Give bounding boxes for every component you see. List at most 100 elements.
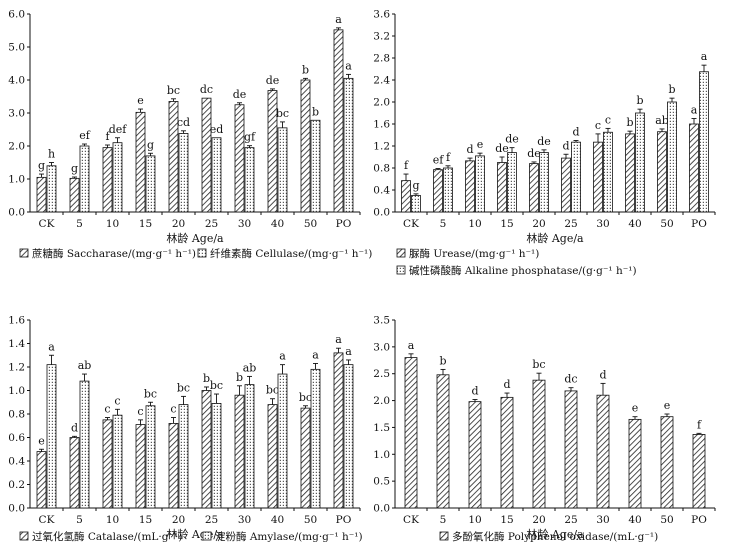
significance-label: gf — [244, 131, 256, 144]
significance-label: e — [664, 399, 671, 412]
x-tick-label: 5 — [76, 514, 83, 526]
bar-p1-s1-CK — [46, 165, 57, 213]
significance-label: g — [38, 159, 45, 172]
y-tick-label: 1.0 — [373, 449, 390, 461]
significance-label: d — [562, 139, 569, 152]
bar-p2-s0-PO — [689, 123, 699, 213]
significance-label: b — [668, 83, 675, 96]
y-tick-label: 2.4 — [373, 75, 390, 87]
significance-label: f — [404, 159, 409, 172]
bar-p1-s1-5 — [79, 145, 90, 213]
x-tick-label: 40 — [271, 218, 284, 230]
x-tick-label: 50 — [660, 218, 673, 230]
bar-p3-s0-PO — [333, 352, 344, 509]
bar-p1-s1-50 — [310, 119, 321, 213]
y-tick-label: 1.6 — [8, 315, 25, 327]
significance-label: g — [412, 179, 419, 192]
significance-label: f — [697, 418, 702, 431]
bar-p3-s0-30 — [234, 394, 245, 509]
bar-p4-s0-5 — [436, 374, 450, 509]
legend-label: 蔗糖酶 Saccharase/(mg·g⁻¹ h⁻¹) — [32, 247, 196, 260]
significance-label: a — [345, 345, 352, 358]
bar-p1-s1-30 — [244, 147, 255, 213]
bar-p3-s1-CK — [46, 364, 57, 509]
bar-p3-s1-15 — [145, 405, 156, 509]
y-tick-label: 1.5 — [373, 422, 390, 434]
bar-p1-s1-PO — [343, 77, 354, 213]
y-tick-label: 2.5 — [373, 368, 390, 380]
significance-label: ab — [655, 114, 669, 127]
significance-label: a — [408, 339, 415, 352]
x-tick-label: 25 — [205, 514, 218, 526]
bar-p1-s1-25 — [211, 137, 222, 213]
x-tick-label: 50 — [304, 218, 317, 230]
legend-label: 脲酶 Urease/(mg·g⁻¹ h⁻¹) — [409, 247, 539, 260]
bar-p2-s1-40 — [635, 112, 645, 213]
y-tick-label: 6.0 — [8, 9, 25, 21]
x-tick-label: 10 — [106, 514, 119, 526]
x-tick-label: 30 — [596, 514, 609, 526]
x-tick-label: 5 — [440, 514, 447, 526]
y-tick-label: 0.8 — [8, 409, 25, 421]
y-tick-label: 0.0 — [373, 207, 390, 219]
y-tick-label: 3.2 — [373, 31, 390, 43]
x-tick-label: PO — [336, 218, 352, 230]
bar-p4-s0-25 — [564, 390, 578, 509]
significance-label: de — [537, 135, 551, 148]
bar-p1-s0-PO — [333, 29, 344, 213]
x-tick-label: CK — [403, 218, 419, 230]
significance-label: dc — [564, 373, 577, 386]
bar-p1-s0-50 — [300, 79, 311, 213]
x-tick-label: 10 — [468, 514, 481, 526]
x-tick-label: 30 — [238, 514, 251, 526]
significance-label: b — [636, 94, 643, 107]
x-axis-title: 林龄 Age/a — [166, 231, 224, 245]
bar-p2-s1-30 — [603, 131, 613, 213]
significance-label: def — [109, 123, 128, 136]
y-tick-label: 0.5 — [373, 476, 390, 488]
significance-label: b — [236, 371, 243, 384]
bar-p2-s0-10 — [465, 160, 475, 213]
y-tick-label: 1.4 — [8, 338, 25, 350]
x-tick-label: 20 — [172, 218, 185, 230]
bar-p1-s0-5 — [69, 177, 80, 213]
x-tick-label: 10 — [106, 218, 119, 230]
significance-label: b — [312, 105, 319, 118]
bar-p2-s1-5 — [443, 167, 453, 213]
bar-p3-s0-15 — [135, 424, 146, 509]
significance-label: cd — [177, 116, 190, 129]
bar-p3-s1-25 — [211, 403, 222, 509]
significance-label: a — [279, 350, 286, 363]
bar-p3-s0-40 — [267, 404, 278, 509]
bar-p2-s1-50 — [667, 101, 677, 213]
x-tick-label: 40 — [628, 218, 641, 230]
significance-label: de — [527, 147, 541, 160]
y-tick-label: 0.4 — [373, 185, 390, 197]
significance-label: ef — [433, 154, 445, 167]
bar-p3-s1-20 — [178, 404, 189, 509]
bar-p3-s0-20 — [168, 422, 179, 509]
y-tick-label: 5.0 — [8, 42, 25, 54]
significance-label: d — [466, 143, 473, 156]
x-tick-label: PO — [336, 514, 352, 526]
x-tick-label: 50 — [660, 514, 673, 526]
x-tick-label: 20 — [532, 514, 545, 526]
x-tick-label: 20 — [532, 218, 545, 230]
bar-p4-s0-CK — [404, 357, 418, 509]
bar-p2-s0-50 — [657, 131, 667, 213]
chart-panel-p1: 0.01.02.03.04.05.06.0CKgh5gef10fdef15eg2… — [8, 9, 372, 261]
bar-p2-s0-CK — [401, 180, 411, 213]
x-tick-label: CK — [39, 218, 55, 230]
bar-p4-s0-50 — [660, 416, 674, 509]
significance-label: ab — [78, 359, 92, 372]
significance-label: f — [446, 151, 451, 164]
significance-label: a — [312, 348, 319, 361]
y-tick-label: 3.0 — [373, 341, 390, 353]
legend-label: 碱性磷酸酶 Alkaline phosphatase/(g·g⁻¹ h⁻¹) — [409, 264, 637, 277]
y-tick-label: 1.2 — [8, 362, 25, 374]
x-tick-label: 30 — [238, 218, 251, 230]
significance-label: c — [137, 405, 143, 418]
y-tick-label: 1.2 — [373, 141, 390, 153]
y-tick-label: 1.0 — [8, 385, 25, 397]
bar-p3-s0-25 — [201, 390, 212, 509]
